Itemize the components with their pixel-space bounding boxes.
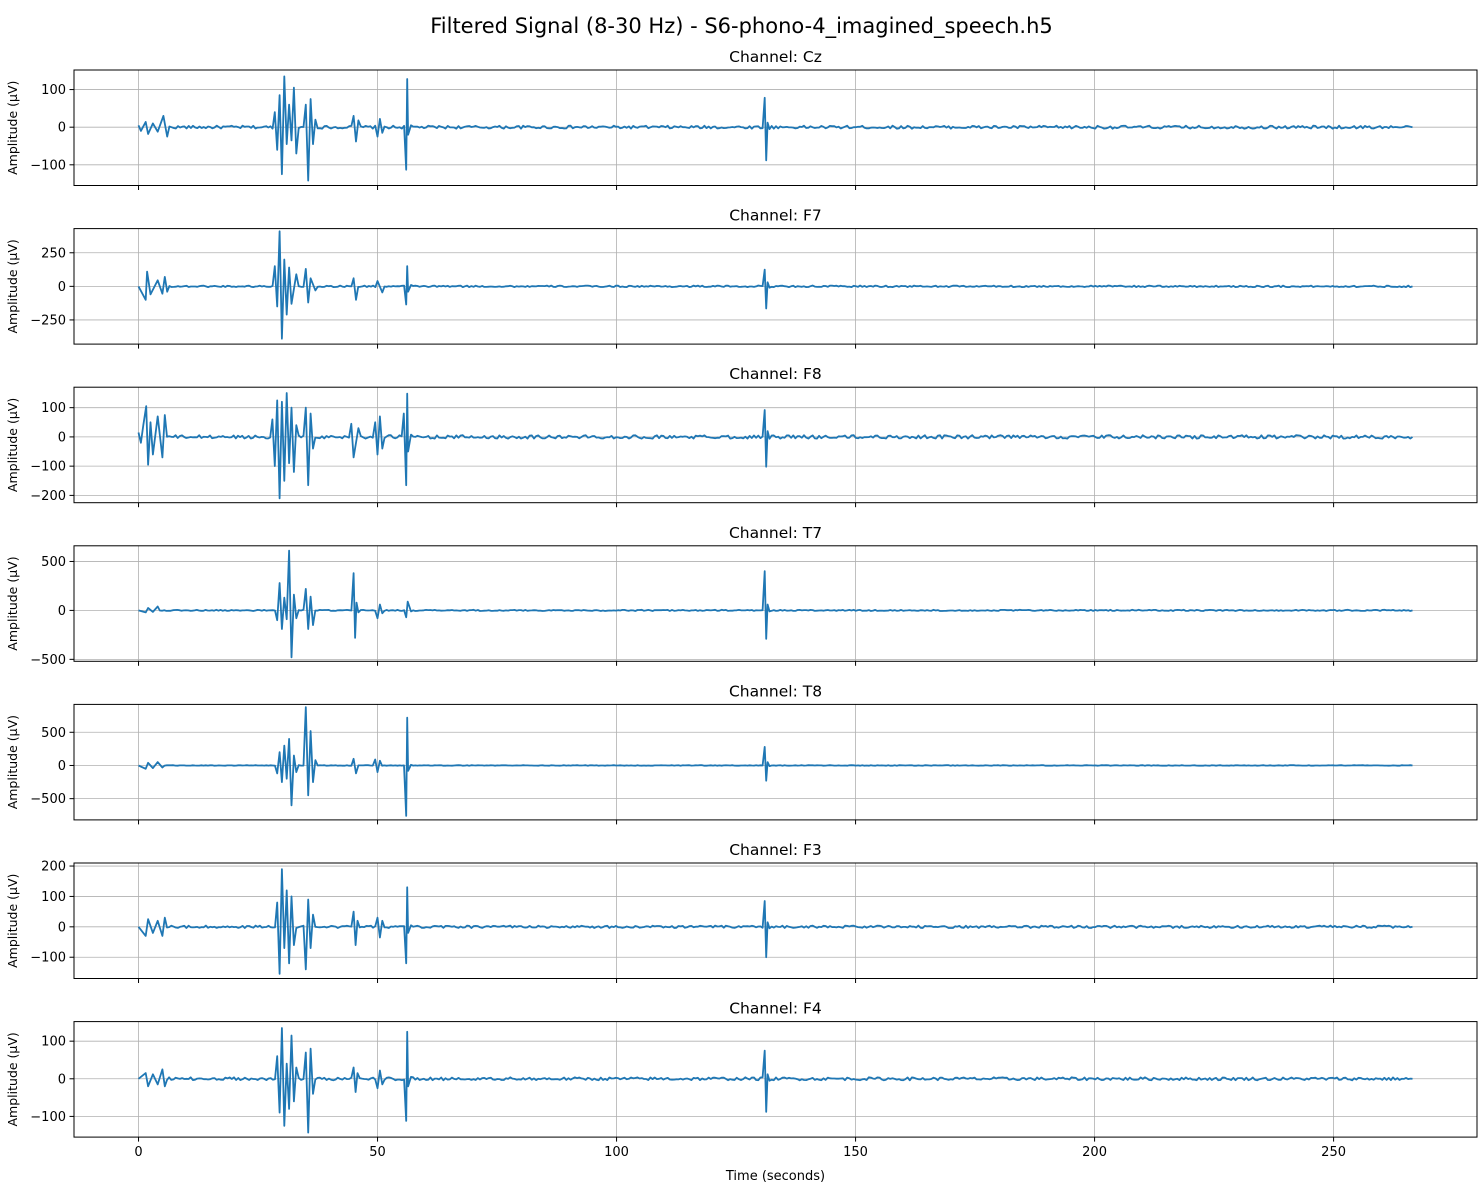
y-tick-label: 250 [41, 246, 66, 261]
signal-line-t8 [138, 706, 1413, 817]
signal-line-f8 [137, 392, 1414, 500]
y-tick-label: −500 [30, 653, 66, 668]
y-tick-label: −500 [30, 792, 66, 807]
signal-line-f7 [137, 230, 1413, 340]
y-tick-label: 200 [41, 860, 66, 875]
figure-title: Filtered Signal (8-30 Hz) - S6-phono-4_i… [430, 14, 1053, 38]
y-tick-label: 100 [41, 83, 66, 98]
y-tick-label: 0 [58, 604, 66, 619]
y-tick-label: 500 [41, 555, 66, 570]
y-tick-label: −100 [30, 158, 66, 173]
x-tick-label: 200 [1082, 1145, 1107, 1160]
y-axis-label: Amplitude (µV) [5, 398, 20, 492]
y-tick-label: 0 [58, 280, 66, 295]
subplot-title: Channel: F3 [729, 841, 822, 859]
subplot-title: Channel: Cz [729, 48, 822, 66]
subplot-title: Channel: F7 [729, 207, 822, 225]
x-tick-label: 50 [369, 1145, 386, 1160]
subplot-title: Channel: T8 [729, 682, 822, 700]
y-tick-label: 0 [58, 920, 66, 935]
x-tick-label: 150 [843, 1145, 868, 1160]
subplot-title: Channel: F4 [729, 1000, 822, 1018]
y-tick-label: −200 [30, 489, 66, 504]
axes-frame [73, 386, 1478, 504]
y-axis-label: Amplitude (µV) [5, 556, 20, 650]
axes-frame [73, 69, 1478, 186]
y-tick-label: −100 [30, 460, 66, 475]
axes-frame [73, 1021, 1478, 1138]
y-tick-label: −100 [30, 1110, 66, 1125]
subplot-title: Channel: F8 [729, 365, 822, 383]
x-tick-label: 100 [604, 1145, 629, 1160]
y-tick-label: 100 [41, 890, 66, 905]
signal-line-f4 [137, 1027, 1413, 1134]
signal-line-cz [137, 75, 1413, 182]
y-tick-label: 100 [41, 1035, 66, 1050]
y-tick-label: 500 [41, 726, 66, 741]
y-tick-label: 0 [58, 121, 66, 136]
y-tick-label: −250 [30, 313, 66, 328]
x-tick-label: 250 [1321, 1145, 1346, 1160]
y-axis-label: Amplitude (µV) [5, 715, 20, 809]
y-axis-label: Amplitude (µV) [5, 874, 20, 968]
y-axis-label: Amplitude (µV) [5, 81, 20, 175]
y-axis-label: Amplitude (µV) [5, 239, 20, 333]
y-tick-label: −100 [30, 951, 66, 966]
y-tick-label: 0 [58, 759, 66, 774]
x-tick-label: 0 [134, 1145, 142, 1160]
axes-frame [73, 545, 1478, 662]
y-tick-label: 0 [58, 430, 66, 445]
axes-frame [73, 862, 1478, 979]
y-tick-label: 100 [41, 401, 66, 416]
subplot-title: Channel: T7 [729, 524, 822, 542]
signal-line-f3 [137, 868, 1413, 975]
axes-frame [73, 703, 1478, 821]
signal-line-t7 [138, 549, 1413, 659]
x-axis-label: Time (seconds) [725, 1169, 825, 1184]
y-axis-label: Amplitude (µV) [5, 1032, 20, 1126]
y-tick-label: 0 [58, 1072, 66, 1087]
